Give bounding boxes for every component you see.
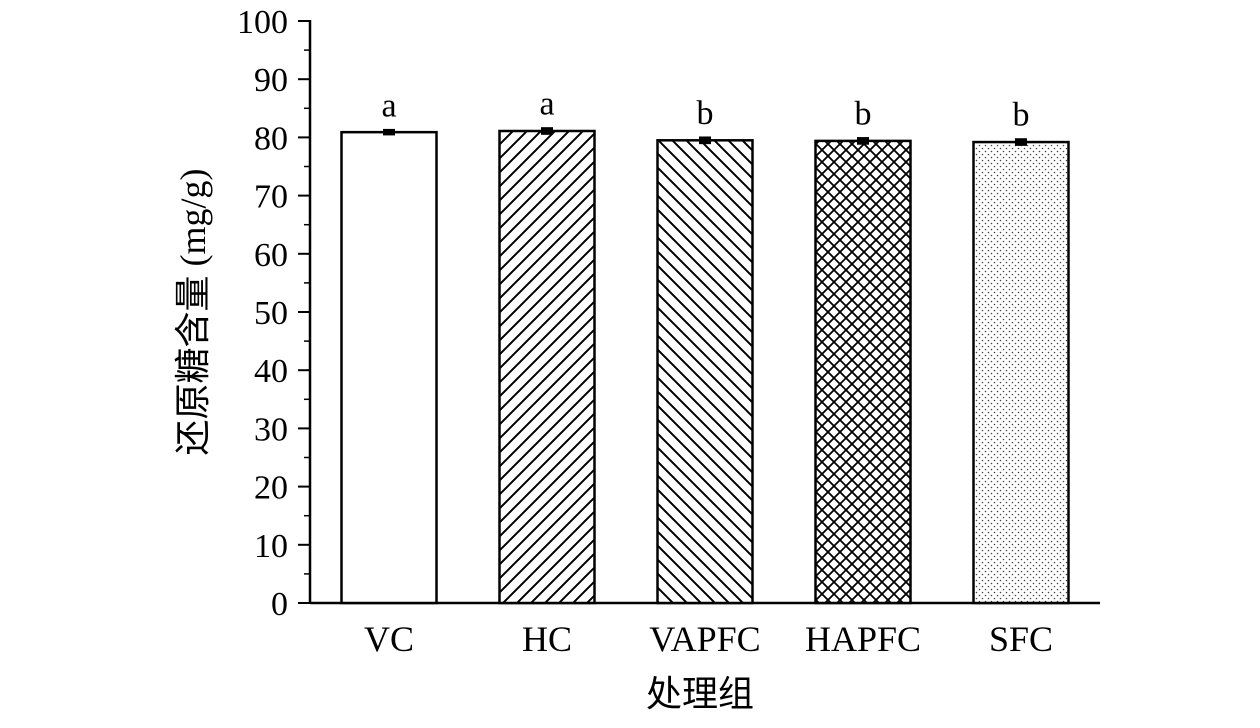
significance-label: b: [1013, 97, 1030, 134]
x-axis-title: 处理组: [646, 674, 754, 714]
significance-label: a: [539, 86, 554, 123]
y-tick-label: 30: [254, 411, 288, 448]
y-tick-label: 90: [254, 62, 288, 99]
x-tick-label: VAPFC: [649, 619, 760, 659]
y-tick-label: 80: [254, 120, 288, 157]
significance-label: b: [855, 96, 872, 133]
labels: a VC a HC b VAPFC b HAPFC b SFC 处理组 还原糖含量 (mg/g): [173, 86, 1053, 714]
y-tick-label: 50: [254, 295, 288, 332]
y-tick-label: 0: [271, 586, 288, 623]
bar-vapfc: [656, 139, 754, 605]
x-tick-label: VC: [364, 619, 414, 659]
bars: [340, 127, 1070, 605]
x-tick-label: SFC: [989, 619, 1053, 659]
significance-label: a: [381, 87, 396, 124]
y-tick-label: 60: [254, 237, 288, 274]
x-tick-label: HAPFC: [805, 619, 921, 659]
significance-label: b: [697, 95, 714, 132]
y-tick-label: 10: [254, 528, 288, 565]
y-axis-title: 还原糖含量 (mg/g): [173, 169, 213, 456]
x-tick-label: HC: [522, 619, 572, 659]
y-tick-label: 40: [254, 353, 288, 390]
bar-vc: [340, 130, 438, 605]
bar-hapfc: [814, 139, 912, 605]
bar-sfc: [972, 140, 1070, 605]
y-tick-label: 100: [237, 4, 288, 41]
y-tick-label: 70: [254, 179, 288, 216]
axes: 0 10 20 30 40 50 60 70 80 90 100: [237, 4, 1100, 623]
y-tick-label: 20: [254, 470, 288, 507]
bar-hc: [498, 129, 596, 605]
